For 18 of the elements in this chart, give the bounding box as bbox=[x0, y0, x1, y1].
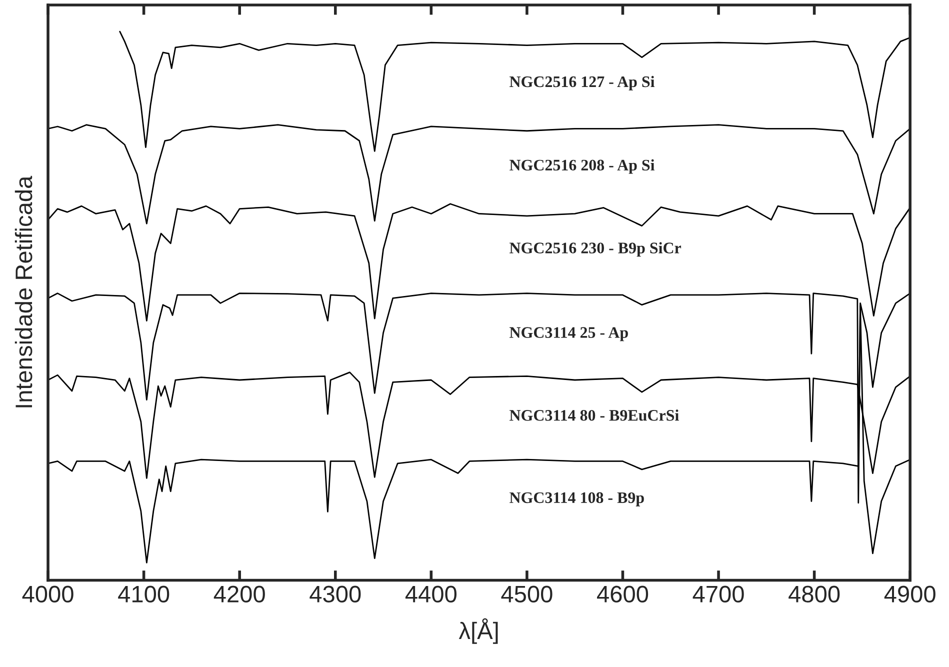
x-tick-label: 4100 bbox=[118, 586, 170, 602]
x-tick-label: 4800 bbox=[788, 586, 840, 602]
x-tick-label: 4000 bbox=[22, 586, 74, 602]
series-label: NGC3114 108 - B9p bbox=[510, 492, 644, 506]
series-label: NGC3114 80 - B9EuCrSi bbox=[510, 410, 679, 421]
x-tick-label: 4300 bbox=[310, 586, 361, 602]
series-label: NGC2516 230 - B9p SiCr bbox=[510, 242, 682, 257]
series-label: NGC3114 25 - Ap bbox=[510, 327, 628, 342]
x-tick-label: 4600 bbox=[597, 586, 648, 602]
x-tick-label: 4200 bbox=[214, 586, 265, 602]
series-label: NGC2516 208 - Ap Si bbox=[510, 159, 655, 174]
series-label: NGC2516 127 - Ap Si bbox=[510, 76, 655, 90]
x-tick-label: 4400 bbox=[405, 586, 457, 602]
x-tick-label: 4500 bbox=[501, 586, 552, 602]
x-tick-label: 4900 bbox=[884, 586, 936, 602]
y-axis-title: Intensidade Retificada bbox=[14, 176, 32, 408]
x-tick-label: 4700 bbox=[692, 586, 744, 602]
x-axis-title: λ[Å] bbox=[458, 618, 498, 644]
